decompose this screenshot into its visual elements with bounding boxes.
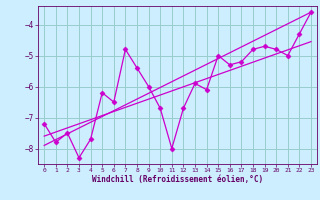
X-axis label: Windchill (Refroidissement éolien,°C): Windchill (Refroidissement éolien,°C) — [92, 175, 263, 184]
